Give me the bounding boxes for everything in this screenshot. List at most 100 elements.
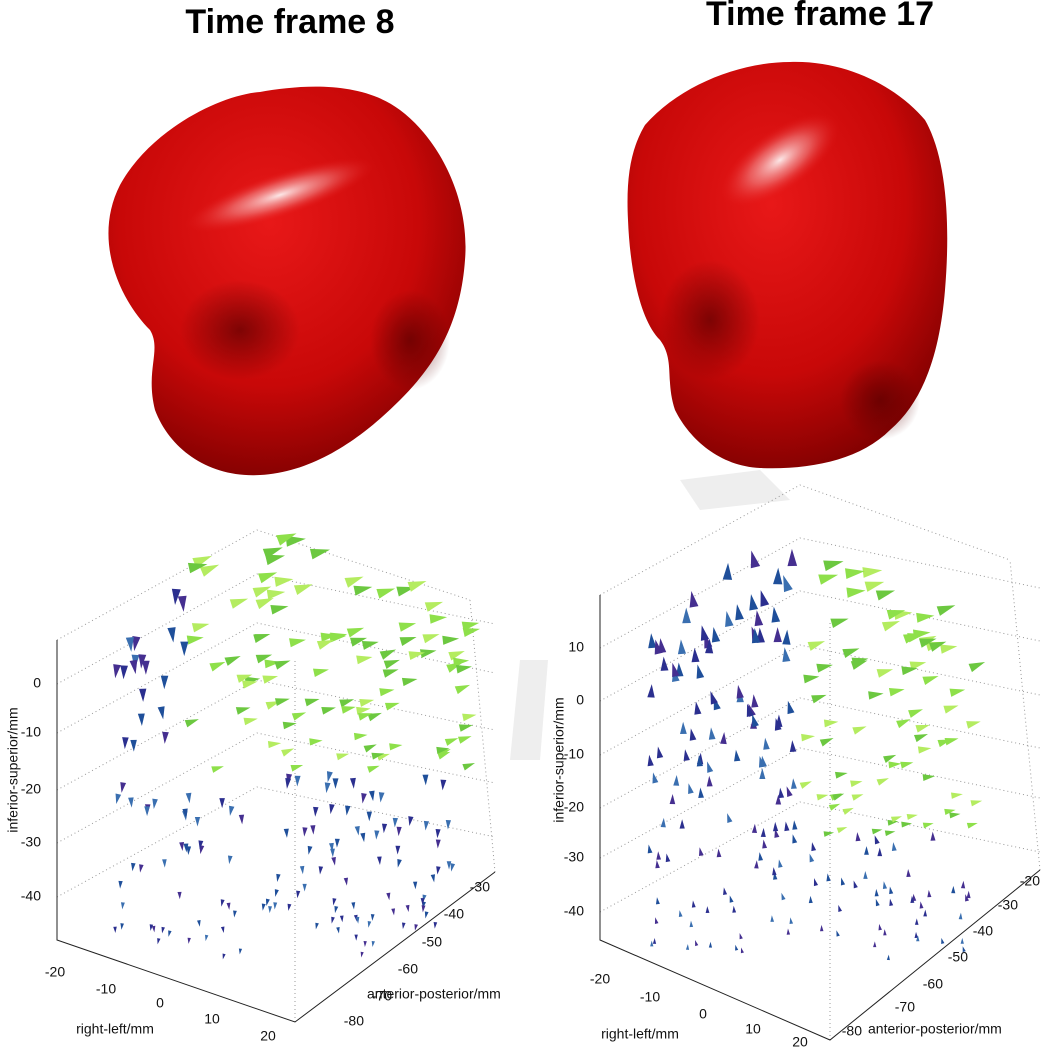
vector-arrow <box>186 846 192 855</box>
vector-arrow <box>937 739 952 748</box>
vector-arrow <box>970 800 983 807</box>
vector-arrow <box>655 897 660 905</box>
vector-arrow <box>157 706 165 720</box>
vector-arrow <box>878 923 882 931</box>
vector-arrow <box>267 740 282 749</box>
vector-arrow <box>706 775 713 787</box>
vector-arrow <box>751 694 759 708</box>
vector-arrow <box>414 924 418 931</box>
vector-arrow <box>355 916 360 924</box>
vector-arrow <box>772 821 779 832</box>
x-tick-label: -20 <box>45 964 65 980</box>
vector-arrow <box>732 905 737 913</box>
vector-arrow <box>749 594 759 611</box>
vector-arrow <box>950 792 963 799</box>
vector-arrow <box>321 707 336 715</box>
vector-arrow <box>354 934 358 941</box>
vector-arrow <box>876 778 889 786</box>
vector-arrow <box>177 595 187 612</box>
x-tick-label: 10 <box>204 1011 220 1027</box>
vector-arrow <box>346 627 365 638</box>
vector-arrow <box>809 853 815 863</box>
vector-arrow <box>366 811 373 822</box>
vector-arrow <box>381 823 388 834</box>
axis-line <box>56 640 496 1023</box>
vector-arrow <box>914 931 918 939</box>
vector-arrow <box>901 666 918 676</box>
vector-arrow <box>889 886 894 895</box>
vector-arrow <box>435 839 441 849</box>
vector-arrow <box>648 633 657 649</box>
vector-arrow <box>222 953 226 960</box>
vector-arrow <box>864 846 869 855</box>
x-axis-label: right-left/mm <box>601 1026 679 1042</box>
y-tick-label: -40 <box>444 906 464 922</box>
vector-arrow <box>660 817 666 828</box>
vector-arrow <box>236 674 253 683</box>
vector-arrow <box>316 640 334 650</box>
vector-arrow <box>179 842 185 851</box>
vector-arrow <box>274 576 294 587</box>
vector-arrow <box>842 648 860 658</box>
vector-arrow <box>919 638 937 648</box>
vector-arrow <box>408 816 414 826</box>
vector-arrow <box>665 853 671 863</box>
vector-arrow <box>691 647 700 663</box>
vector-arrow <box>773 627 782 643</box>
vector-arrow <box>401 922 406 930</box>
vector-arrow <box>818 574 839 585</box>
vector-arrow <box>886 609 906 620</box>
vector-arrow <box>751 628 761 644</box>
vector-arrow <box>219 798 225 809</box>
vector-arrow <box>180 641 189 657</box>
vector-arrow <box>371 940 375 948</box>
vector-arrow <box>851 794 864 801</box>
vector-arrow <box>705 638 714 654</box>
vector-arrow <box>339 699 355 708</box>
vector-arrow <box>655 859 660 869</box>
vector-arrow <box>650 940 654 947</box>
vector-arrow <box>227 855 233 865</box>
vector-arrow <box>442 635 460 645</box>
vector-arrow <box>312 668 329 678</box>
vector-arrow <box>290 765 304 772</box>
vector-arrow <box>310 825 316 835</box>
vector-arrow <box>912 629 931 640</box>
vector-arrow <box>751 823 758 834</box>
vector-arrow <box>334 838 340 848</box>
vector-arrow <box>695 940 699 947</box>
y-tick-label: -30 <box>998 897 1018 913</box>
vector-arrow <box>696 664 705 679</box>
vector-arrow <box>395 845 401 855</box>
vector-arrow <box>966 890 971 899</box>
vector-arrow <box>445 820 452 830</box>
vector-arrow <box>328 842 334 852</box>
vector-arrow <box>782 629 791 645</box>
vector-arrow <box>144 806 150 817</box>
vector-arrow <box>397 858 402 868</box>
vector-arrow <box>129 659 138 675</box>
vector-arrow <box>125 636 134 652</box>
vector-arrow <box>875 590 896 601</box>
vector-arrow <box>919 901 924 909</box>
vector-arrow <box>801 733 816 742</box>
vector-arrow <box>357 713 373 721</box>
vector-arrow <box>255 598 274 610</box>
z-tick-label: -40 <box>564 903 584 919</box>
vector-arrow <box>171 588 181 606</box>
vector-arrow <box>205 934 209 942</box>
vector-arrow <box>270 604 289 615</box>
vector-arrow <box>874 835 880 845</box>
z-tick-label: -30 <box>564 849 584 865</box>
vector-arrow <box>882 881 888 890</box>
vector-arrow <box>389 743 403 751</box>
axis-line <box>599 595 1041 1041</box>
vector-arrow <box>678 910 683 917</box>
grid-line <box>599 801 1041 913</box>
vector-arrow <box>379 649 397 660</box>
vector-arrow <box>309 548 331 560</box>
vector-arrow <box>685 944 690 950</box>
vector-arrow <box>966 822 978 829</box>
vector-arrow <box>261 903 266 911</box>
